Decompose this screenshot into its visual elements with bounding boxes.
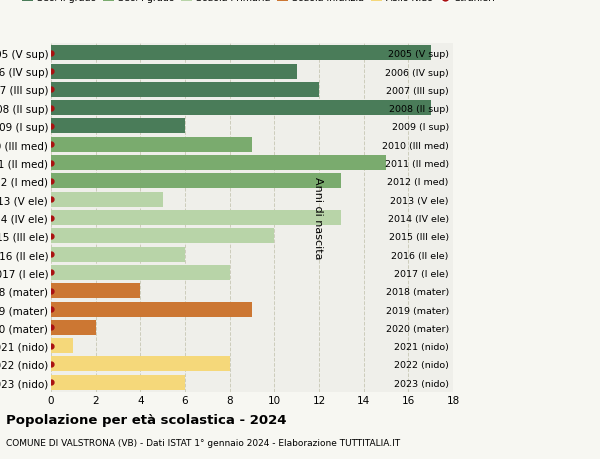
Bar: [51, 119, 185, 134]
Bar: [51, 156, 386, 171]
Bar: [51, 83, 319, 98]
Text: Popolazione per età scolastica - 2024: Popolazione per età scolastica - 2024: [6, 413, 287, 426]
Text: COMUNE DI VALSTRONA (VB) - Dati ISTAT 1° gennaio 2024 - Elaborazione TUTTITALIA.: COMUNE DI VALSTRONA (VB) - Dati ISTAT 1°…: [6, 438, 400, 448]
Bar: [51, 101, 431, 116]
Bar: [51, 192, 163, 207]
Bar: [51, 138, 252, 152]
Bar: [51, 375, 185, 390]
Bar: [51, 229, 274, 244]
Bar: [51, 174, 341, 189]
Bar: [51, 265, 230, 280]
Bar: [51, 64, 296, 79]
Bar: [51, 338, 73, 353]
Bar: [51, 247, 185, 262]
Bar: [51, 302, 252, 317]
Bar: [51, 46, 431, 61]
Bar: [51, 320, 95, 335]
Bar: [51, 284, 140, 298]
Y-axis label: Anni di nascita: Anni di nascita: [313, 177, 323, 259]
Bar: [51, 211, 341, 225]
Legend: Sec. II grado, Sec. I grado, Scuola Primaria, Scuola Infanzia, Asilo Nido, Stran: Sec. II grado, Sec. I grado, Scuola Prim…: [22, 0, 495, 3]
Bar: [51, 357, 230, 372]
